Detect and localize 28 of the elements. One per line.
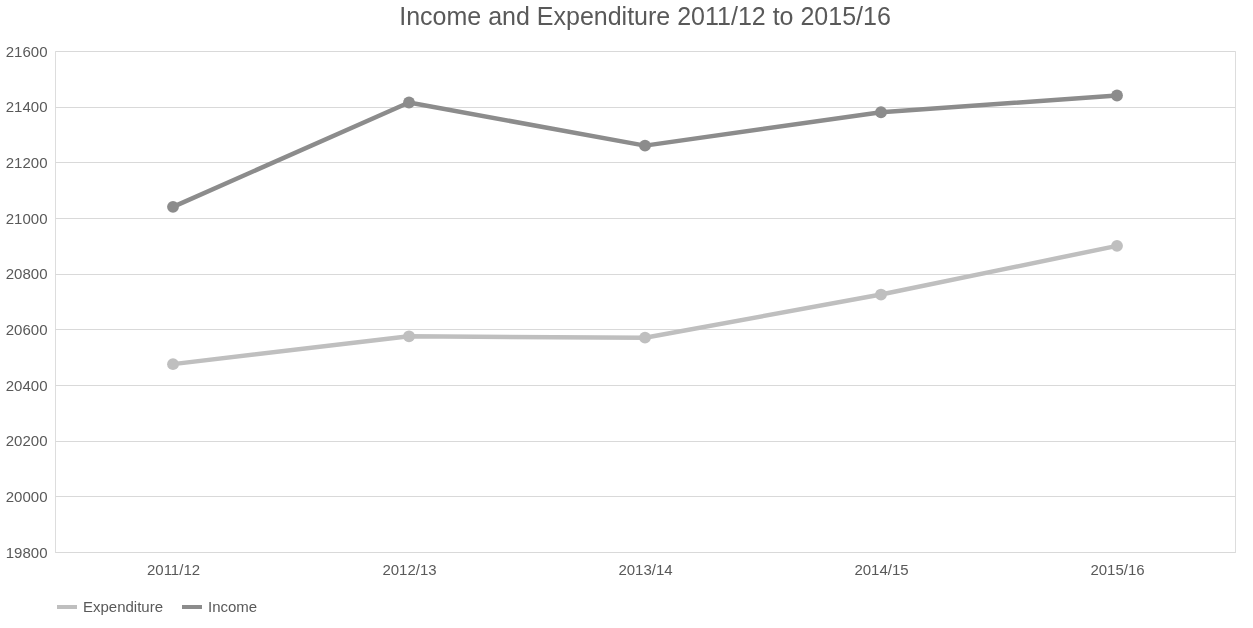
point [403,330,415,343]
chart-title: Income and Expenditure 2011/12 to 2015/16 [399,2,891,30]
point [875,288,887,301]
point [403,96,415,109]
point [875,106,887,119]
point [167,200,179,213]
x-tick-label: 2014/15 [854,560,909,578]
x-tick-label: 2015/16 [1090,560,1145,578]
y-tick-label: 19800 [5,543,48,561]
point [167,358,179,371]
legend-label: Expenditure [83,598,164,615]
legend-label: Income [208,598,258,615]
y-tick-label: 21000 [5,209,48,227]
point [639,331,651,344]
y-tick-label: 20200 [5,432,48,450]
x-tick-label: 2013/14 [618,560,673,578]
point [639,139,651,152]
y-tick-label: 21600 [5,42,48,60]
y-tick-label: 20400 [5,376,48,394]
y-tick-label: 20800 [5,265,48,283]
point [1111,89,1123,102]
y-tick-label: 20600 [5,320,48,338]
y-tick-label: 20000 [5,487,48,505]
y-tick-label: 21200 [5,153,48,171]
x-tick-label: 2012/13 [382,560,437,578]
x-tick-label: 2011/12 [146,560,201,578]
y-tick-label: 21400 [5,98,48,116]
point [1111,239,1123,252]
